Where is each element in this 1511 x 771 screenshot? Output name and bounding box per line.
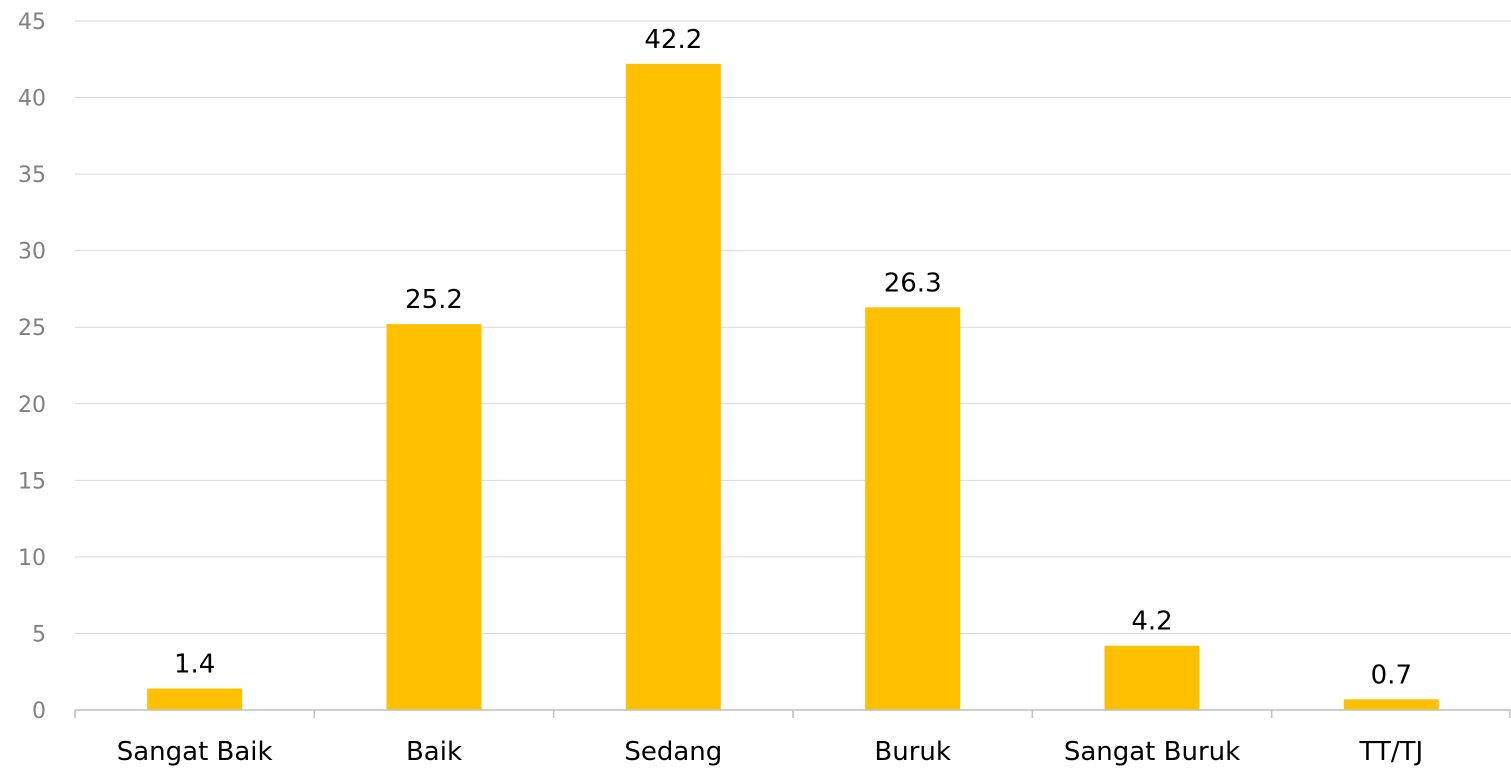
bar-buruk — [865, 307, 961, 710]
bar-sangat-buruk — [1104, 645, 1200, 710]
y-tick-label: 40 — [18, 87, 46, 112]
bar-sedang — [625, 63, 721, 711]
y-tick-label: 30 — [18, 240, 46, 265]
x-tick-label: Buruk — [874, 737, 951, 767]
bar-baik — [386, 324, 482, 710]
y-tick-label: 20 — [18, 393, 46, 418]
y-tick-label: 10 — [18, 546, 46, 571]
bar-tt-tj — [1343, 699, 1439, 710]
x-tick-label: Sedang — [624, 737, 722, 767]
y-tick-label: 45 — [18, 10, 46, 35]
x-axis — [74, 709, 1511, 718]
data-label: 42.2 — [644, 25, 702, 55]
data-label: 0.7 — [1371, 660, 1412, 690]
bars — [147, 63, 1439, 711]
y-tick-label: 0 — [32, 699, 46, 724]
data-label: 4.2 — [1131, 607, 1172, 637]
x-axis-tick-labels: Sangat Baik Baik Sedang Buruk Sangat Buruk TT… — [117, 737, 1423, 767]
y-tick-label: 35 — [18, 163, 46, 188]
y-tick-label: 15 — [18, 469, 46, 494]
x-tick-label: Sangat Buruk — [1064, 737, 1240, 767]
data-label: 25.2 — [405, 285, 463, 315]
x-tick-label: Sangat Baik — [117, 737, 273, 767]
y-tick-label: 5 — [32, 622, 46, 647]
y-axis-tick-labels: 0 5 10 15 20 25 30 35 40 45 — [18, 10, 46, 724]
data-label: 26.3 — [884, 268, 942, 298]
data-label: 1.4 — [174, 650, 215, 680]
x-tick-label: Baik — [406, 737, 462, 767]
bar-sangat-baik — [147, 688, 243, 710]
y-tick-label: 25 — [18, 316, 46, 341]
data-labels: 1.4 25.2 42.2 26.3 4.2 0.7 — [174, 25, 1412, 690]
grid-lines — [75, 20, 1511, 634]
x-tick-label: TT/TJ — [1359, 737, 1424, 767]
